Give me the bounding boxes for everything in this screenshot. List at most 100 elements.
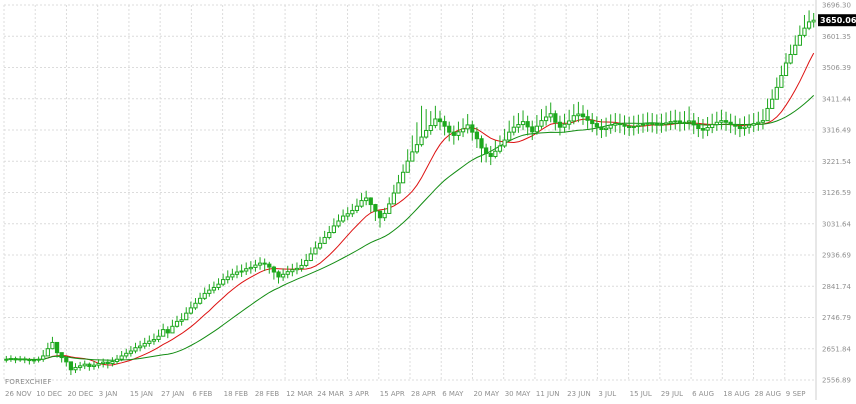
candle-body bbox=[728, 121, 733, 126]
candle bbox=[742, 116, 747, 136]
candle bbox=[756, 111, 761, 131]
y-tick-label: 2841.74 bbox=[822, 283, 851, 291]
y-tick-label: 3601.35 bbox=[822, 33, 851, 41]
candle bbox=[451, 125, 456, 145]
candle bbox=[179, 313, 184, 326]
candle bbox=[188, 301, 193, 315]
candle bbox=[687, 106, 692, 130]
y-tick-label: 2556.89 bbox=[822, 377, 851, 385]
candle-body bbox=[456, 131, 461, 136]
y-tick-label: 3221.54 bbox=[822, 158, 851, 166]
candle bbox=[377, 210, 383, 228]
candle bbox=[811, 12, 816, 28]
candle bbox=[41, 350, 46, 362]
candle-body bbox=[340, 215, 346, 222]
candle bbox=[253, 259, 258, 272]
candle-body bbox=[82, 363, 87, 367]
price-axis: 3696.30 3601.35 3506.39 3411.44 3316.49 3221.… bbox=[815, 0, 851, 400]
candle-body bbox=[484, 147, 489, 155]
candle-body bbox=[4, 358, 9, 361]
candle bbox=[400, 164, 406, 184]
candle bbox=[101, 358, 106, 368]
moving-average-slow-line bbox=[6, 95, 815, 361]
candle bbox=[793, 35, 798, 56]
candle bbox=[502, 128, 507, 148]
candle bbox=[562, 113, 567, 133]
candle bbox=[137, 340, 143, 352]
candle-body bbox=[470, 124, 475, 133]
y-tick-label: 2651.84 bbox=[822, 345, 851, 353]
candle-body bbox=[580, 113, 586, 118]
candle-body bbox=[64, 357, 69, 363]
candle-body bbox=[659, 123, 664, 126]
candle-body bbox=[719, 120, 724, 123]
candle bbox=[336, 214, 341, 228]
candle-body bbox=[733, 124, 738, 127]
candle bbox=[73, 363, 78, 374]
candle-body bbox=[364, 197, 369, 202]
candle-body bbox=[221, 279, 226, 285]
candle bbox=[751, 113, 756, 133]
candle bbox=[654, 114, 659, 134]
candle-body bbox=[465, 124, 470, 130]
candle-body bbox=[170, 325, 175, 334]
candle-body bbox=[165, 329, 170, 334]
candle bbox=[364, 190, 369, 206]
candle bbox=[437, 110, 443, 131]
candle-body bbox=[567, 120, 572, 125]
candle-body bbox=[760, 120, 766, 123]
candle bbox=[87, 362, 92, 371]
x-tick-label: 6 FEB bbox=[192, 390, 212, 398]
candle bbox=[317, 236, 323, 250]
candle bbox=[493, 140, 498, 159]
candle-body bbox=[142, 342, 147, 347]
candle bbox=[36, 356, 41, 363]
candle-body bbox=[396, 182, 401, 194]
candle-body bbox=[654, 123, 659, 126]
candle bbox=[659, 113, 664, 133]
candle-body bbox=[571, 115, 576, 122]
candle bbox=[571, 104, 576, 125]
candle-body bbox=[202, 292, 207, 299]
candle bbox=[520, 110, 526, 131]
candle-body bbox=[553, 113, 558, 123]
candle bbox=[682, 111, 687, 131]
candle-body bbox=[622, 124, 627, 127]
candle-body bbox=[308, 253, 313, 261]
x-tick-label: 3 JUL bbox=[598, 390, 616, 398]
candle-body bbox=[262, 262, 267, 265]
candle bbox=[576, 101, 581, 123]
candle bbox=[507, 120, 512, 141]
candle bbox=[650, 113, 655, 133]
candle-body bbox=[317, 242, 323, 249]
candle-body bbox=[179, 319, 184, 322]
candle-body bbox=[114, 358, 120, 363]
y-tick-label: 3031.64 bbox=[822, 220, 851, 228]
candle-body bbox=[682, 121, 687, 124]
candle-body bbox=[497, 145, 503, 152]
candle-body bbox=[433, 118, 438, 127]
candle bbox=[525, 115, 530, 136]
candle bbox=[433, 105, 438, 129]
candle bbox=[511, 115, 516, 136]
candle bbox=[391, 184, 396, 205]
x-tick-label: 15 JAN bbox=[130, 390, 153, 398]
candle-body bbox=[271, 266, 277, 273]
grid bbox=[3, 4, 816, 381]
candle-body bbox=[101, 361, 106, 365]
candle-body bbox=[779, 75, 784, 88]
candle bbox=[281, 268, 286, 281]
candle-body bbox=[474, 131, 480, 140]
candle-body bbox=[248, 266, 253, 270]
candle-body bbox=[174, 320, 180, 327]
candle bbox=[327, 225, 332, 240]
candle bbox=[530, 120, 535, 141]
x-tick-label: 15 APR bbox=[380, 390, 405, 398]
candle bbox=[663, 112, 669, 132]
candle bbox=[770, 89, 775, 109]
candle bbox=[548, 102, 553, 123]
candle-body bbox=[96, 363, 101, 366]
candle-body bbox=[746, 124, 752, 128]
candle-body bbox=[562, 123, 567, 128]
